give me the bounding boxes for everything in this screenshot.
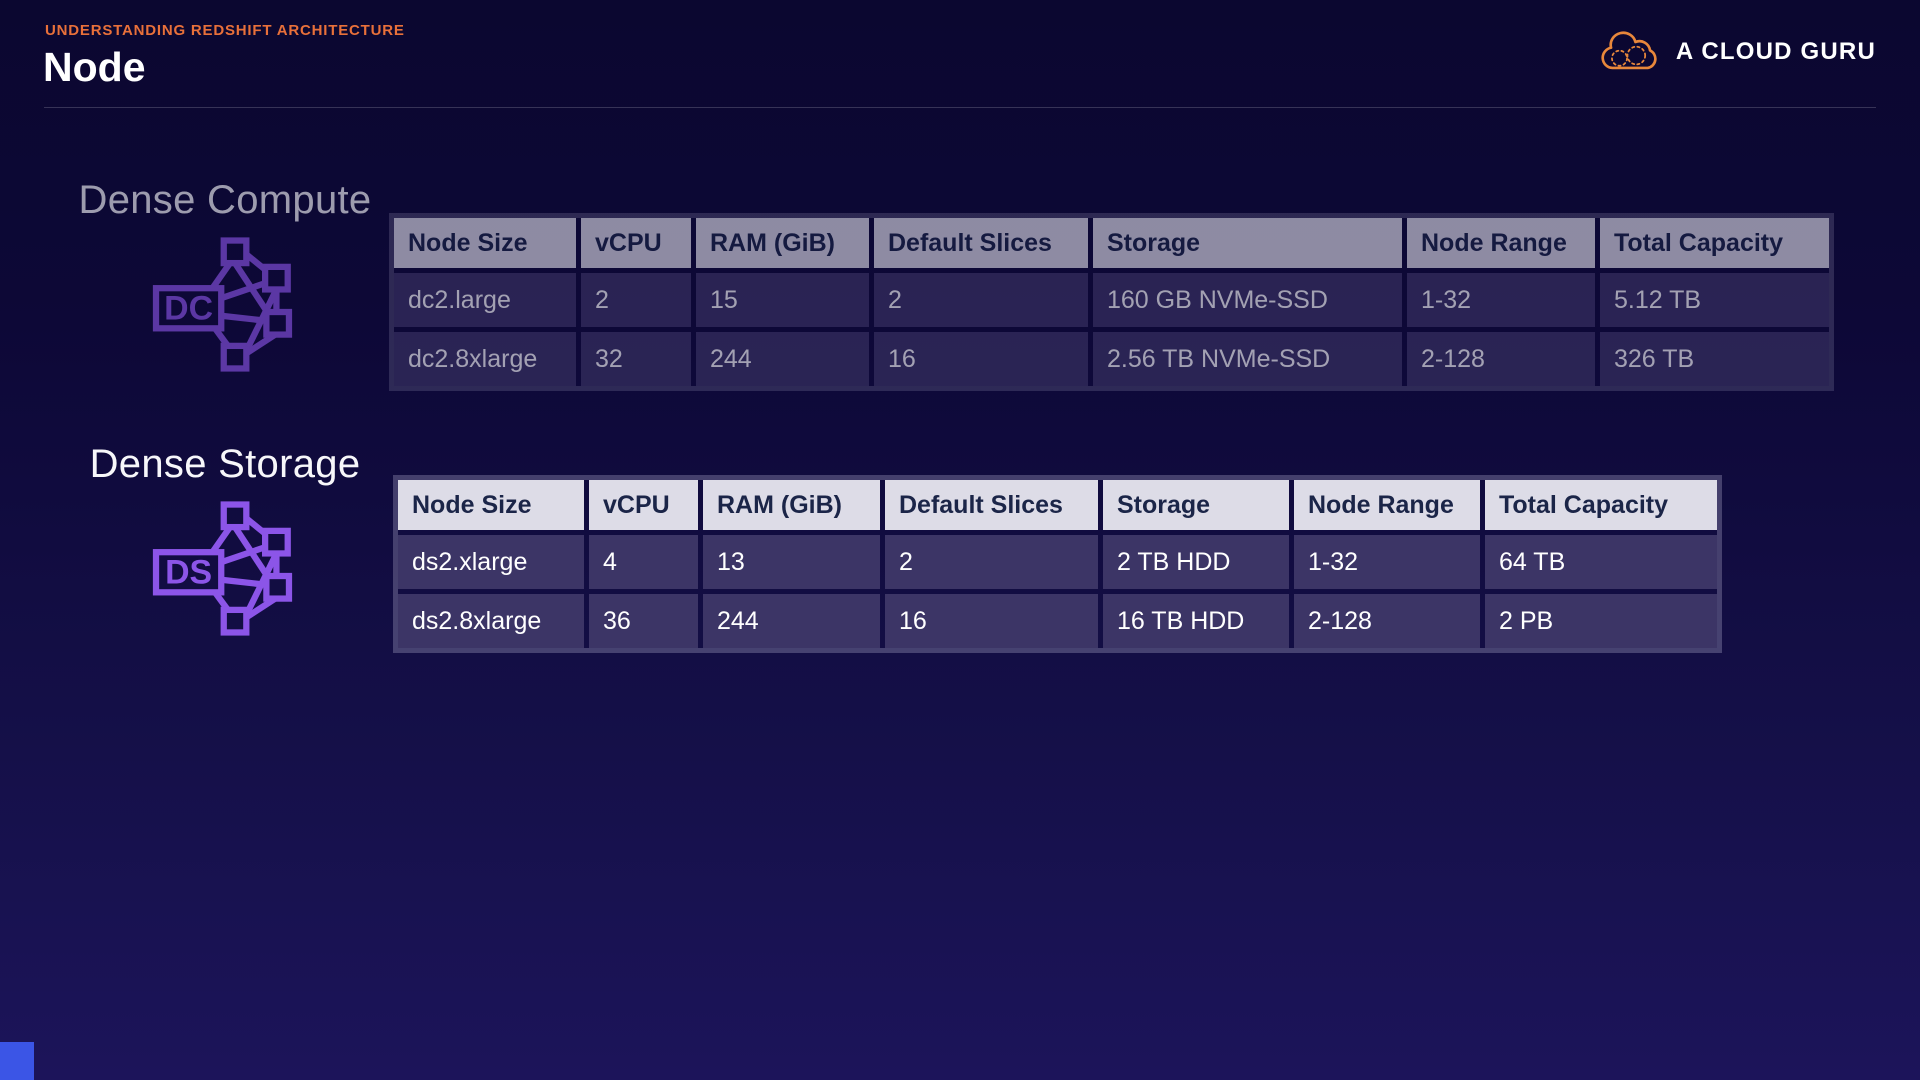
table-cell: ds2.8xlarge xyxy=(398,594,584,648)
table-cell: 2.56 TB NVMe-SSD xyxy=(1093,332,1402,386)
dense-compute-title: Dense Compute xyxy=(78,178,372,222)
column-header: Node Size xyxy=(398,480,584,530)
table-cell: 2-128 xyxy=(1407,332,1595,386)
dense-storage-node-icon: DS xyxy=(152,501,293,636)
table-cell: 36 xyxy=(589,594,698,648)
table-cell: 2 TB HDD xyxy=(1103,535,1289,589)
svg-text:DS: DS xyxy=(165,554,212,592)
header-divider xyxy=(44,107,1876,108)
table-cell: 15 xyxy=(696,273,869,327)
page-title: Node xyxy=(43,44,146,90)
table-cell: 2 xyxy=(581,273,691,327)
dense-storage-table: Node Size vCPU RAM (GiB) Default Slices Stor… xyxy=(393,475,1722,653)
table-cell: 1-32 xyxy=(1294,535,1480,589)
column-header: Default Slices xyxy=(885,480,1098,530)
table-cell: 2 xyxy=(874,273,1088,327)
table-cell: 16 xyxy=(874,332,1088,386)
column-header: RAM (GiB) xyxy=(703,480,880,530)
section-dense-storage: Dense Storage DS xyxy=(55,442,395,645)
table-cell: ds2.xlarge xyxy=(398,535,584,589)
table-cell: 2 PB xyxy=(1485,594,1717,648)
dense-storage-title: Dense Storage xyxy=(89,442,361,486)
column-header: RAM (GiB) xyxy=(696,218,869,268)
table-cell: 16 xyxy=(885,594,1098,648)
column-header: Node Range xyxy=(1294,480,1480,530)
lesson-eyebrow: UNDERSTANDING REDSHIFT ARCHITECTURE xyxy=(45,22,405,39)
table-cell: dc2.large xyxy=(394,273,576,327)
brand-logo: A CLOUD GURU xyxy=(1600,30,1876,74)
table-cell: 16 TB HDD xyxy=(1103,594,1289,648)
table-cell: 244 xyxy=(703,594,880,648)
table-cell: 1-32 xyxy=(1407,273,1595,327)
table-cell: 4 xyxy=(589,535,698,589)
table-cell: 5.12 TB xyxy=(1600,273,1829,327)
column-header: Storage xyxy=(1093,218,1402,268)
brand-name: A CLOUD GURU xyxy=(1675,38,1876,65)
table-cell: 13 xyxy=(703,535,880,589)
column-header: Storage xyxy=(1103,480,1289,530)
column-header: Node Range xyxy=(1407,218,1595,268)
dense-compute-node-icon: DC xyxy=(152,237,293,372)
section-dense-compute: Dense Compute DC xyxy=(55,178,395,381)
svg-text:DC: DC xyxy=(164,290,213,328)
column-header: vCPU xyxy=(589,480,698,530)
dense-compute-table: Node Size vCPU RAM (GiB) Default Slices Stor… xyxy=(389,213,1834,391)
table-cell: 32 xyxy=(581,332,691,386)
table-cell: 64 TB xyxy=(1485,535,1717,589)
table-cell: 244 xyxy=(696,332,869,386)
table-cell: 160 GB NVMe-SSD xyxy=(1093,273,1402,327)
corner-accent xyxy=(0,1042,34,1080)
column-header: Total Capacity xyxy=(1600,218,1829,268)
column-header: Node Size xyxy=(394,218,576,268)
table-cell: 2-128 xyxy=(1294,594,1480,648)
cloud-icon xyxy=(1601,31,1657,70)
table-cell: 2 xyxy=(885,535,1098,589)
column-header: vCPU xyxy=(581,218,691,268)
table-cell: dc2.8xlarge xyxy=(394,332,576,386)
column-header: Default Slices xyxy=(874,218,1088,268)
table-cell: 326 TB xyxy=(1600,332,1829,386)
column-header: Total Capacity xyxy=(1485,480,1717,530)
